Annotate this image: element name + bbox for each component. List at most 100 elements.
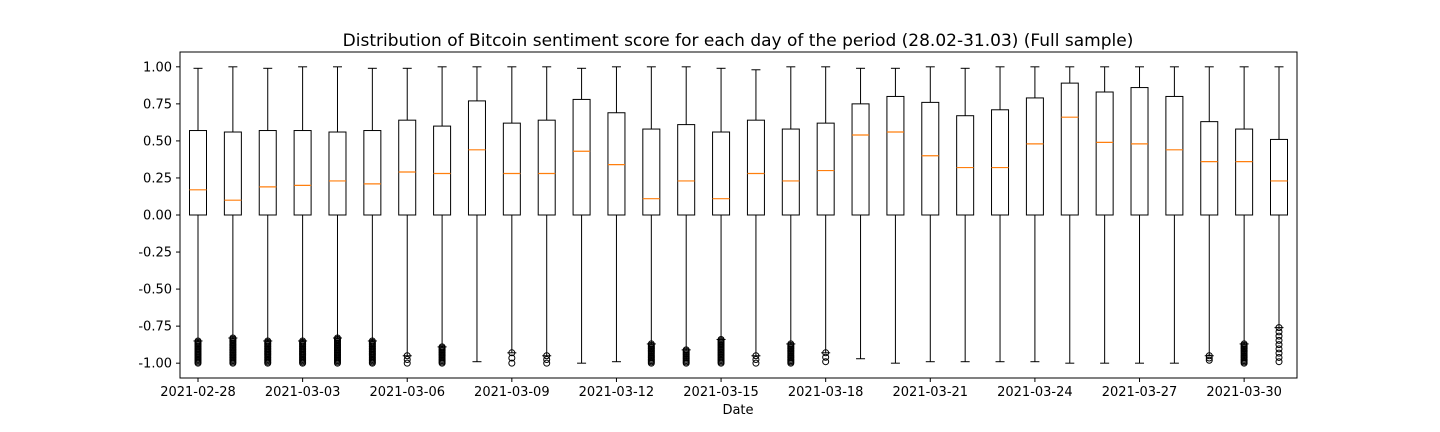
x-axis: 2021-02-28 2021-03-03 2021-03-06 2021-03-09…	[160, 378, 1282, 400]
y-tick-label: -0.50	[138, 283, 172, 298]
iqr-box	[921, 101, 940, 216]
iqr-box	[712, 131, 731, 216]
outlier-point	[1275, 358, 1283, 366]
outlier-point	[1275, 324, 1283, 332]
iqr-box	[189, 130, 207, 216]
y-tick-label: 0.75	[143, 97, 172, 112]
box-2021-03-22	[956, 67, 975, 363]
box-2021-03-18	[816, 66, 835, 366]
box-2021-03-10	[537, 66, 556, 367]
box-2021-03-17	[781, 66, 800, 367]
iqr-box	[1200, 121, 1219, 216]
outlier-point	[717, 335, 725, 343]
outlier-point	[1275, 328, 1283, 336]
iqr-box	[467, 100, 486, 216]
outlier-point	[787, 340, 795, 348]
box-2021-03-02	[258, 67, 277, 367]
iqr-box	[816, 122, 835, 216]
outlier-point	[508, 349, 516, 357]
outlier-point	[752, 359, 760, 367]
box-2021-03-11	[572, 67, 591, 364]
box-2021-03-09	[502, 66, 521, 367]
box-2021-03-19	[851, 67, 870, 360]
box-2021-03-21	[921, 66, 940, 363]
box-2021-03-07	[433, 66, 452, 367]
outlier-point	[403, 355, 411, 363]
box-2021-03-05	[363, 67, 382, 367]
iqr-box	[502, 122, 521, 216]
x-tick-label: 2021-03-24	[997, 385, 1073, 400]
x-tick-label: 2021-03-30	[1206, 385, 1282, 400]
y-tick-label: 0.00	[143, 209, 172, 224]
box-2021-03-16	[746, 69, 765, 367]
outlier-point	[333, 334, 341, 342]
outlier-point	[822, 349, 830, 357]
box-2021-03-20	[886, 67, 905, 364]
iqr-box	[1130, 87, 1149, 216]
x-tick-label: 2021-03-27	[1102, 385, 1178, 400]
y-tick-label: -0.25	[138, 246, 172, 261]
box-2021-03-29	[1200, 66, 1219, 364]
iqr-box	[572, 98, 591, 216]
x-tick-label: 2021-03-15	[683, 385, 759, 400]
box-2021-03-23	[991, 66, 1010, 363]
box-2021-03-08	[467, 66, 486, 363]
iqr-box	[328, 131, 347, 216]
outlier-point	[1275, 332, 1283, 340]
outlier-point	[1275, 349, 1283, 357]
plot-area	[189, 66, 1288, 367]
outlier-point	[1205, 354, 1213, 362]
box-2021-03-25	[1060, 66, 1079, 364]
outlier-point	[682, 346, 690, 354]
iqr-box	[1165, 95, 1184, 216]
iqr-box	[886, 95, 905, 216]
iqr-box	[781, 128, 800, 216]
iqr-box	[1095, 91, 1114, 216]
chart-title: Distribution of Bitcoin sentiment score …	[343, 31, 1134, 51]
iqr-box	[991, 109, 1010, 216]
iqr-box	[677, 124, 696, 216]
iqr-box	[1235, 128, 1254, 216]
box-2021-02-28	[189, 67, 207, 367]
iqr-box	[433, 125, 452, 216]
box-2021-03-12	[607, 66, 626, 363]
iqr-box	[293, 130, 312, 216]
iqr-box	[363, 130, 382, 216]
x-tick-label: 2021-03-12	[579, 385, 655, 400]
iqr-box	[851, 103, 870, 216]
iqr-box	[1270, 138, 1288, 216]
box-2021-03-15	[712, 67, 731, 367]
iqr-box	[746, 119, 765, 216]
outlier-point	[543, 352, 551, 360]
x-tick-label: 2021-03-03	[265, 385, 341, 400]
x-axis-label: Date	[722, 403, 753, 418]
outlier-point	[299, 337, 307, 345]
y-tick-label: -1.00	[138, 357, 172, 372]
iqr-box	[607, 112, 626, 216]
outlier-point	[1205, 356, 1213, 364]
outlier-point	[752, 355, 760, 363]
box-2021-03-31	[1270, 66, 1288, 366]
x-tick-label: 2021-03-18	[788, 385, 864, 400]
outlier-point	[1275, 341, 1283, 349]
iqr-box	[258, 130, 277, 216]
box-2021-03-30	[1235, 66, 1254, 367]
box-2021-03-03	[293, 66, 312, 367]
outlier-point	[1275, 345, 1283, 353]
outlier-point	[264, 337, 272, 345]
plot-frame	[179, 51, 1298, 379]
outlier-point	[403, 359, 411, 367]
box-2021-03-06	[398, 67, 417, 367]
x-tick-label: 2021-03-06	[369, 385, 445, 400]
outlier-point	[543, 359, 551, 367]
outlier-point	[194, 337, 202, 345]
iqr-box	[537, 119, 556, 216]
box-2021-03-24	[1025, 66, 1044, 363]
outlier-point	[543, 355, 551, 363]
outlier-point	[1240, 340, 1248, 348]
y-tick-label: 0.50	[143, 134, 172, 149]
outlier-point	[229, 334, 237, 342]
outlier-point	[752, 352, 760, 360]
outlier-point	[508, 354, 516, 362]
